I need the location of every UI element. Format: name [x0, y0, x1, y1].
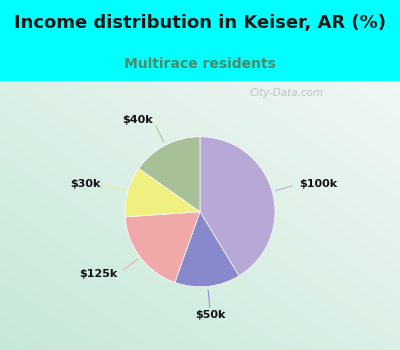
Text: $40k: $40k: [122, 115, 152, 125]
Wedge shape: [200, 137, 275, 276]
Text: Multirace residents: Multirace residents: [124, 57, 276, 71]
Wedge shape: [175, 212, 239, 287]
Wedge shape: [139, 137, 200, 212]
Text: Income distribution in Keiser, AR (%): Income distribution in Keiser, AR (%): [14, 14, 386, 32]
Text: $100k: $100k: [300, 179, 338, 189]
Text: $50k: $50k: [195, 310, 226, 320]
Text: $125k: $125k: [79, 269, 118, 279]
Text: City-Data.com: City-Data.com: [249, 88, 323, 98]
Wedge shape: [125, 168, 200, 217]
Text: $30k: $30k: [70, 179, 100, 189]
Wedge shape: [125, 212, 200, 282]
